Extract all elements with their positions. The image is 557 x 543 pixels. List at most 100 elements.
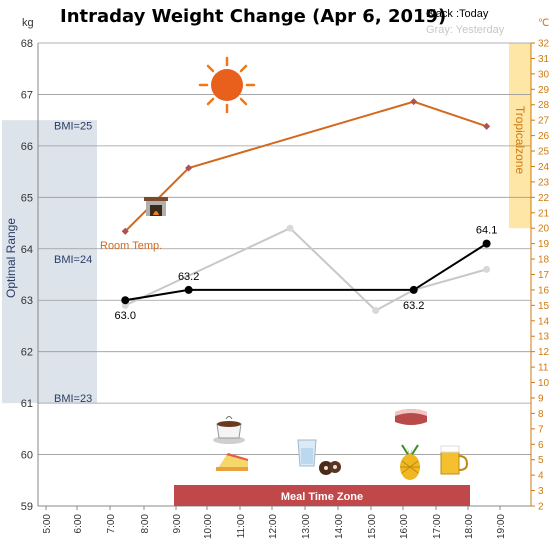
bmi-label: BMI=23 xyxy=(54,393,92,405)
beer-icon xyxy=(440,445,469,475)
today-point xyxy=(121,296,130,305)
y-left-tick-label: 66 xyxy=(21,141,33,153)
x-tick-label: 9:00 xyxy=(172,514,183,534)
y-right-tick-label: 20 xyxy=(538,224,550,235)
y-right-tick-label: 16 xyxy=(538,285,550,296)
pineapple-icon xyxy=(400,444,420,480)
room-temp-point xyxy=(185,164,193,172)
today-line xyxy=(125,242,488,302)
y-right-tick-label: 4 xyxy=(538,471,544,482)
x-tick-label: 16:00 xyxy=(399,514,410,539)
x-tick-label: 7:00 xyxy=(106,514,117,534)
y-left-tick-label: 64 xyxy=(21,244,33,256)
y-left-tick-label: 67 xyxy=(21,89,33,101)
x-tick-label: 11:00 xyxy=(236,514,247,539)
meal-time-zone-label: Meal Time Zone xyxy=(281,491,363,503)
today-point xyxy=(482,239,491,248)
room-temp-point xyxy=(483,122,491,130)
coffee-icon xyxy=(213,416,245,444)
x-tick-label: 10:00 xyxy=(203,514,214,539)
cookies-icon xyxy=(319,461,341,475)
yesterday-point xyxy=(286,224,294,232)
y-right-tick-label: 32 xyxy=(538,39,550,50)
room-temp-point xyxy=(121,227,129,235)
legend-yesterday: Gray: Yesterday xyxy=(426,24,505,36)
y-right-tick-label: 29 xyxy=(538,85,550,96)
y-right-tick-label: 21 xyxy=(538,208,550,219)
y-right-tick-label: 10 xyxy=(538,378,550,389)
x-tick-label: 6:00 xyxy=(73,514,84,534)
y-right-tick-label: 6 xyxy=(538,440,544,451)
chart-title: Intraday Weight Change (Apr 6, 2019) xyxy=(60,6,446,27)
x-tick-label: 13:00 xyxy=(301,514,312,539)
cake-icon xyxy=(216,453,248,471)
x-tick-label: 8:00 xyxy=(140,514,151,534)
gridlines xyxy=(38,42,531,507)
today-point xyxy=(184,285,193,294)
y-right-tick-label: 18 xyxy=(538,255,550,266)
data-label: 64.1 xyxy=(476,225,497,237)
yesterday-point xyxy=(483,265,491,273)
water-glass-icon xyxy=(297,439,317,467)
y-left-tick-labels: 59 60 61 62 63 64 65 66 67 68 xyxy=(21,38,33,513)
today-point xyxy=(409,285,418,294)
y-right-tick-labels: 2345678910111213141516171819202122232425… xyxy=(531,39,550,513)
bmi-label: BMI=24 xyxy=(54,254,92,266)
x-tick-label: 18:00 xyxy=(464,514,475,539)
y-left-unit: kg xyxy=(22,17,34,29)
y-right-tick-label: 27 xyxy=(538,116,550,127)
bmi-label: BMI=25 xyxy=(54,120,92,132)
room-temp-label: Room Temp. xyxy=(100,240,162,252)
y-right-tick-label: 30 xyxy=(538,69,550,80)
y-left-tick-label: 63 xyxy=(21,295,33,307)
yesterday-line xyxy=(124,227,487,312)
y-right-tick-label: 15 xyxy=(538,301,550,312)
y-right-tick-label: 31 xyxy=(538,54,550,65)
y-right-tick-label: 26 xyxy=(538,131,550,142)
y-right-tick-label: 8 xyxy=(538,409,544,420)
data-label: 63.0 xyxy=(115,310,136,322)
room-temp-point xyxy=(410,98,418,106)
y-right-tick-label: 7 xyxy=(538,424,544,435)
y-left-tick-label: 60 xyxy=(21,450,33,462)
y-left-tick-label: 65 xyxy=(21,192,33,204)
yesterday-point xyxy=(372,307,380,315)
meal-time-zone-band xyxy=(174,485,470,506)
optimal-range-label: Optimal Range xyxy=(4,218,18,298)
sun-icon xyxy=(198,56,256,114)
room-temp-line xyxy=(124,100,487,232)
y-right-tick-label: 12 xyxy=(538,347,550,358)
legend-today: Black :Today xyxy=(426,8,489,20)
x-tick-label: 12:00 xyxy=(268,514,279,539)
fireplace-icon xyxy=(144,197,168,216)
series-layer: 63.0 63.2 63.2 64.1 xyxy=(115,98,497,322)
data-label: 63.2 xyxy=(403,300,424,312)
y-left-tick-label: 61 xyxy=(21,398,33,410)
x-tick-label: 19:00 xyxy=(496,514,507,539)
x-tick-label: 15:00 xyxy=(367,514,378,539)
y-right-tick-label: 28 xyxy=(538,100,550,111)
steak-icon xyxy=(395,409,427,425)
y-right-tick-label: 19 xyxy=(538,239,550,250)
y-right-tick-label: 3 xyxy=(538,486,544,497)
y-right-unit: ℃ xyxy=(538,18,549,29)
y-left-tick-label: 59 xyxy=(21,501,33,513)
x-tick-label: 5:00 xyxy=(42,514,53,534)
tropical-zone-label: Tropicalzone xyxy=(513,106,527,175)
x-tick-labels: 5:00 6:00 7:00 8:00 9:00 10:00 11:00 12:00 13:00… xyxy=(42,506,507,539)
y-left-tick-label: 62 xyxy=(21,347,33,359)
y-right-tick-label: 11 xyxy=(538,363,549,374)
x-tick-label: 14:00 xyxy=(334,514,345,539)
y-right-tick-label: 13 xyxy=(538,332,550,343)
y-left-tick-label: 68 xyxy=(21,38,33,50)
x-tick-label: 17:00 xyxy=(432,514,443,539)
optimal-range-band xyxy=(2,120,97,404)
y-right-tick-label: 2 xyxy=(538,502,544,513)
y-right-tick-label: 24 xyxy=(538,162,550,173)
y-right-tick-label: 23 xyxy=(538,177,550,188)
y-right-tick-label: 14 xyxy=(538,316,550,327)
tropical-zone-band xyxy=(509,43,531,229)
y-right-tick-label: 17 xyxy=(538,270,550,281)
y-right-tick-label: 9 xyxy=(538,393,544,404)
